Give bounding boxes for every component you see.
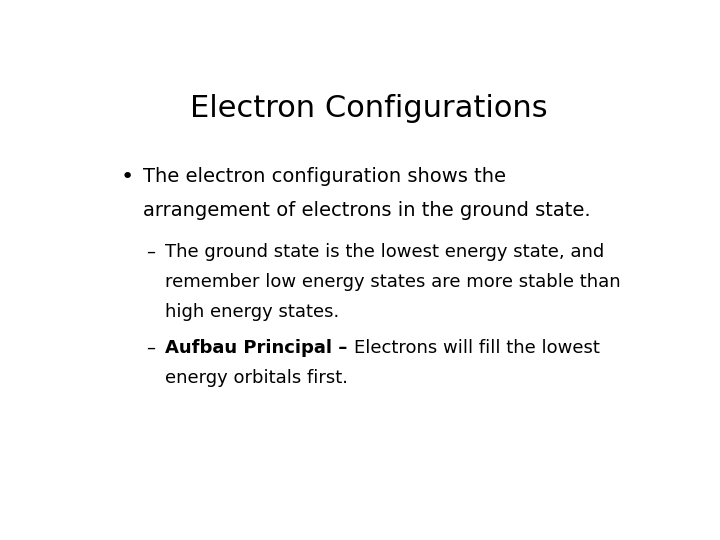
- Text: remember low energy states are more stable than: remember low energy states are more stab…: [166, 273, 621, 291]
- Text: Electrons will fill the lowest: Electrons will fill the lowest: [354, 339, 600, 357]
- Text: energy orbitals first.: energy orbitals first.: [166, 369, 348, 387]
- Text: –: –: [145, 339, 155, 357]
- Text: high energy states.: high energy states.: [166, 303, 340, 321]
- Text: Electron Configurations: Electron Configurations: [190, 94, 548, 123]
- Text: The ground state is the lowest energy state, and: The ground state is the lowest energy st…: [166, 243, 605, 261]
- Text: arrangement of electrons in the ground state.: arrangement of electrons in the ground s…: [143, 201, 590, 220]
- Text: Aufbau Principal –: Aufbau Principal –: [166, 339, 354, 357]
- Text: •: •: [121, 167, 134, 187]
- Text: The electron configuration shows the: The electron configuration shows the: [143, 167, 506, 186]
- Text: –: –: [145, 243, 155, 261]
